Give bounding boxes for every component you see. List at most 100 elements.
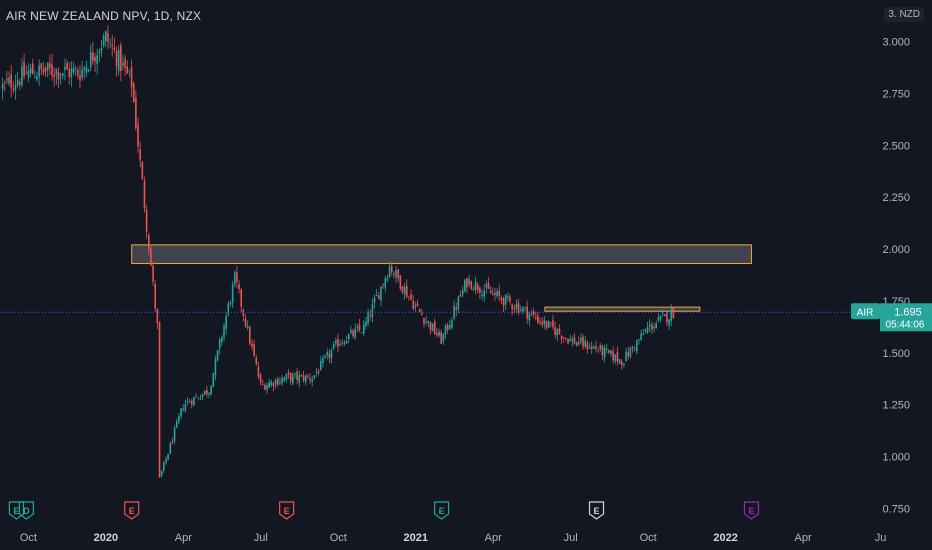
candle [46,62,49,78]
candle-body [173,428,176,441]
candle [515,299,518,314]
candle [612,346,614,364]
candle [519,305,522,313]
candle-body [276,378,279,385]
candle-body [580,338,582,342]
candle-body [109,43,111,44]
candle [231,281,234,309]
earnings-marker[interactable]: E [433,501,450,520]
candle-body [485,284,488,288]
candle [373,294,376,309]
candle [16,71,19,88]
candle [51,53,53,81]
currency-badge[interactable]: 3. NZD [884,7,924,22]
candle [57,67,60,89]
candle-body [360,332,363,334]
candle-body [416,303,419,307]
candle [408,296,410,301]
candle-body [302,375,305,381]
candle [23,53,25,80]
earnings-marker[interactable]: E [8,501,25,520]
candle-body [190,400,193,405]
candle [249,325,251,346]
candle-body [193,397,195,406]
candle-body [623,363,625,365]
candle-body [163,462,165,471]
candle-body [61,73,64,76]
candle-body [436,333,438,336]
candle-body [171,440,174,443]
candle [68,62,71,85]
candle-body [137,124,139,147]
candle [547,319,550,328]
candle-body [653,326,655,328]
candle [390,261,393,276]
earnings-marker[interactable]: D [18,501,35,520]
resistance-zone-1[interactable] [131,244,752,265]
earnings-marker[interactable]: E [124,501,140,520]
candle-body [541,322,544,325]
candle-body [3,82,6,83]
resistance-zone-2[interactable] [544,306,701,312]
candle [388,262,391,279]
candle [197,397,200,400]
symbol-badge-bg [851,303,880,320]
candle-body [412,300,415,309]
candle [395,265,397,284]
candle-body [178,416,180,422]
candle [238,280,240,294]
candle [354,323,356,340]
candle [636,339,638,355]
candle-body [595,346,597,350]
candle-body [354,328,356,339]
candle [255,354,258,366]
candle-body [169,442,172,454]
candle-body [255,357,258,365]
candle [193,396,195,406]
candle [571,335,574,347]
candle-body [180,408,182,417]
candle-body [421,313,423,316]
candle-body [575,342,578,346]
candle-body [44,67,47,72]
earnings-marker[interactable]: E [588,501,605,520]
candle [483,283,485,302]
earnings-marker[interactable]: E [743,501,760,520]
candle-body [150,248,152,266]
candle [49,54,51,76]
candle [668,319,670,330]
candle [287,369,290,379]
candle [464,278,466,293]
time-tick-label: Apr [175,532,192,544]
candle-body [593,347,595,349]
candle [163,460,165,474]
candle [423,317,425,328]
time-axis[interactable]: Oct 2020 Apr Jul Oct 2021 Apr Jul Oct 2022 Apr Ju [20,532,887,544]
candle [208,391,210,399]
earnings-marker[interactable]: E [279,501,295,520]
candle [53,67,55,87]
candle-body [59,75,62,76]
candle [141,160,144,180]
candle [83,65,86,80]
candle [40,62,43,76]
candle [380,285,382,307]
candle-body [438,331,440,336]
candle-body [663,314,666,317]
candle-body [500,298,503,300]
candle-body [423,317,425,324]
candle-body [238,284,240,290]
candle-body [122,62,124,66]
time-tick-label: 2021 [404,532,428,544]
candle [629,346,632,358]
price-axis[interactable]: 3.0002.7502.5002.2502.0001.7501.5001.250… [882,37,910,516]
candle-body [513,307,516,309]
candle [663,314,666,317]
candle-body [304,375,307,383]
candle [365,317,367,330]
candle-body [526,306,528,319]
candle [332,341,335,350]
candle-body [246,326,249,328]
candle [343,340,346,346]
